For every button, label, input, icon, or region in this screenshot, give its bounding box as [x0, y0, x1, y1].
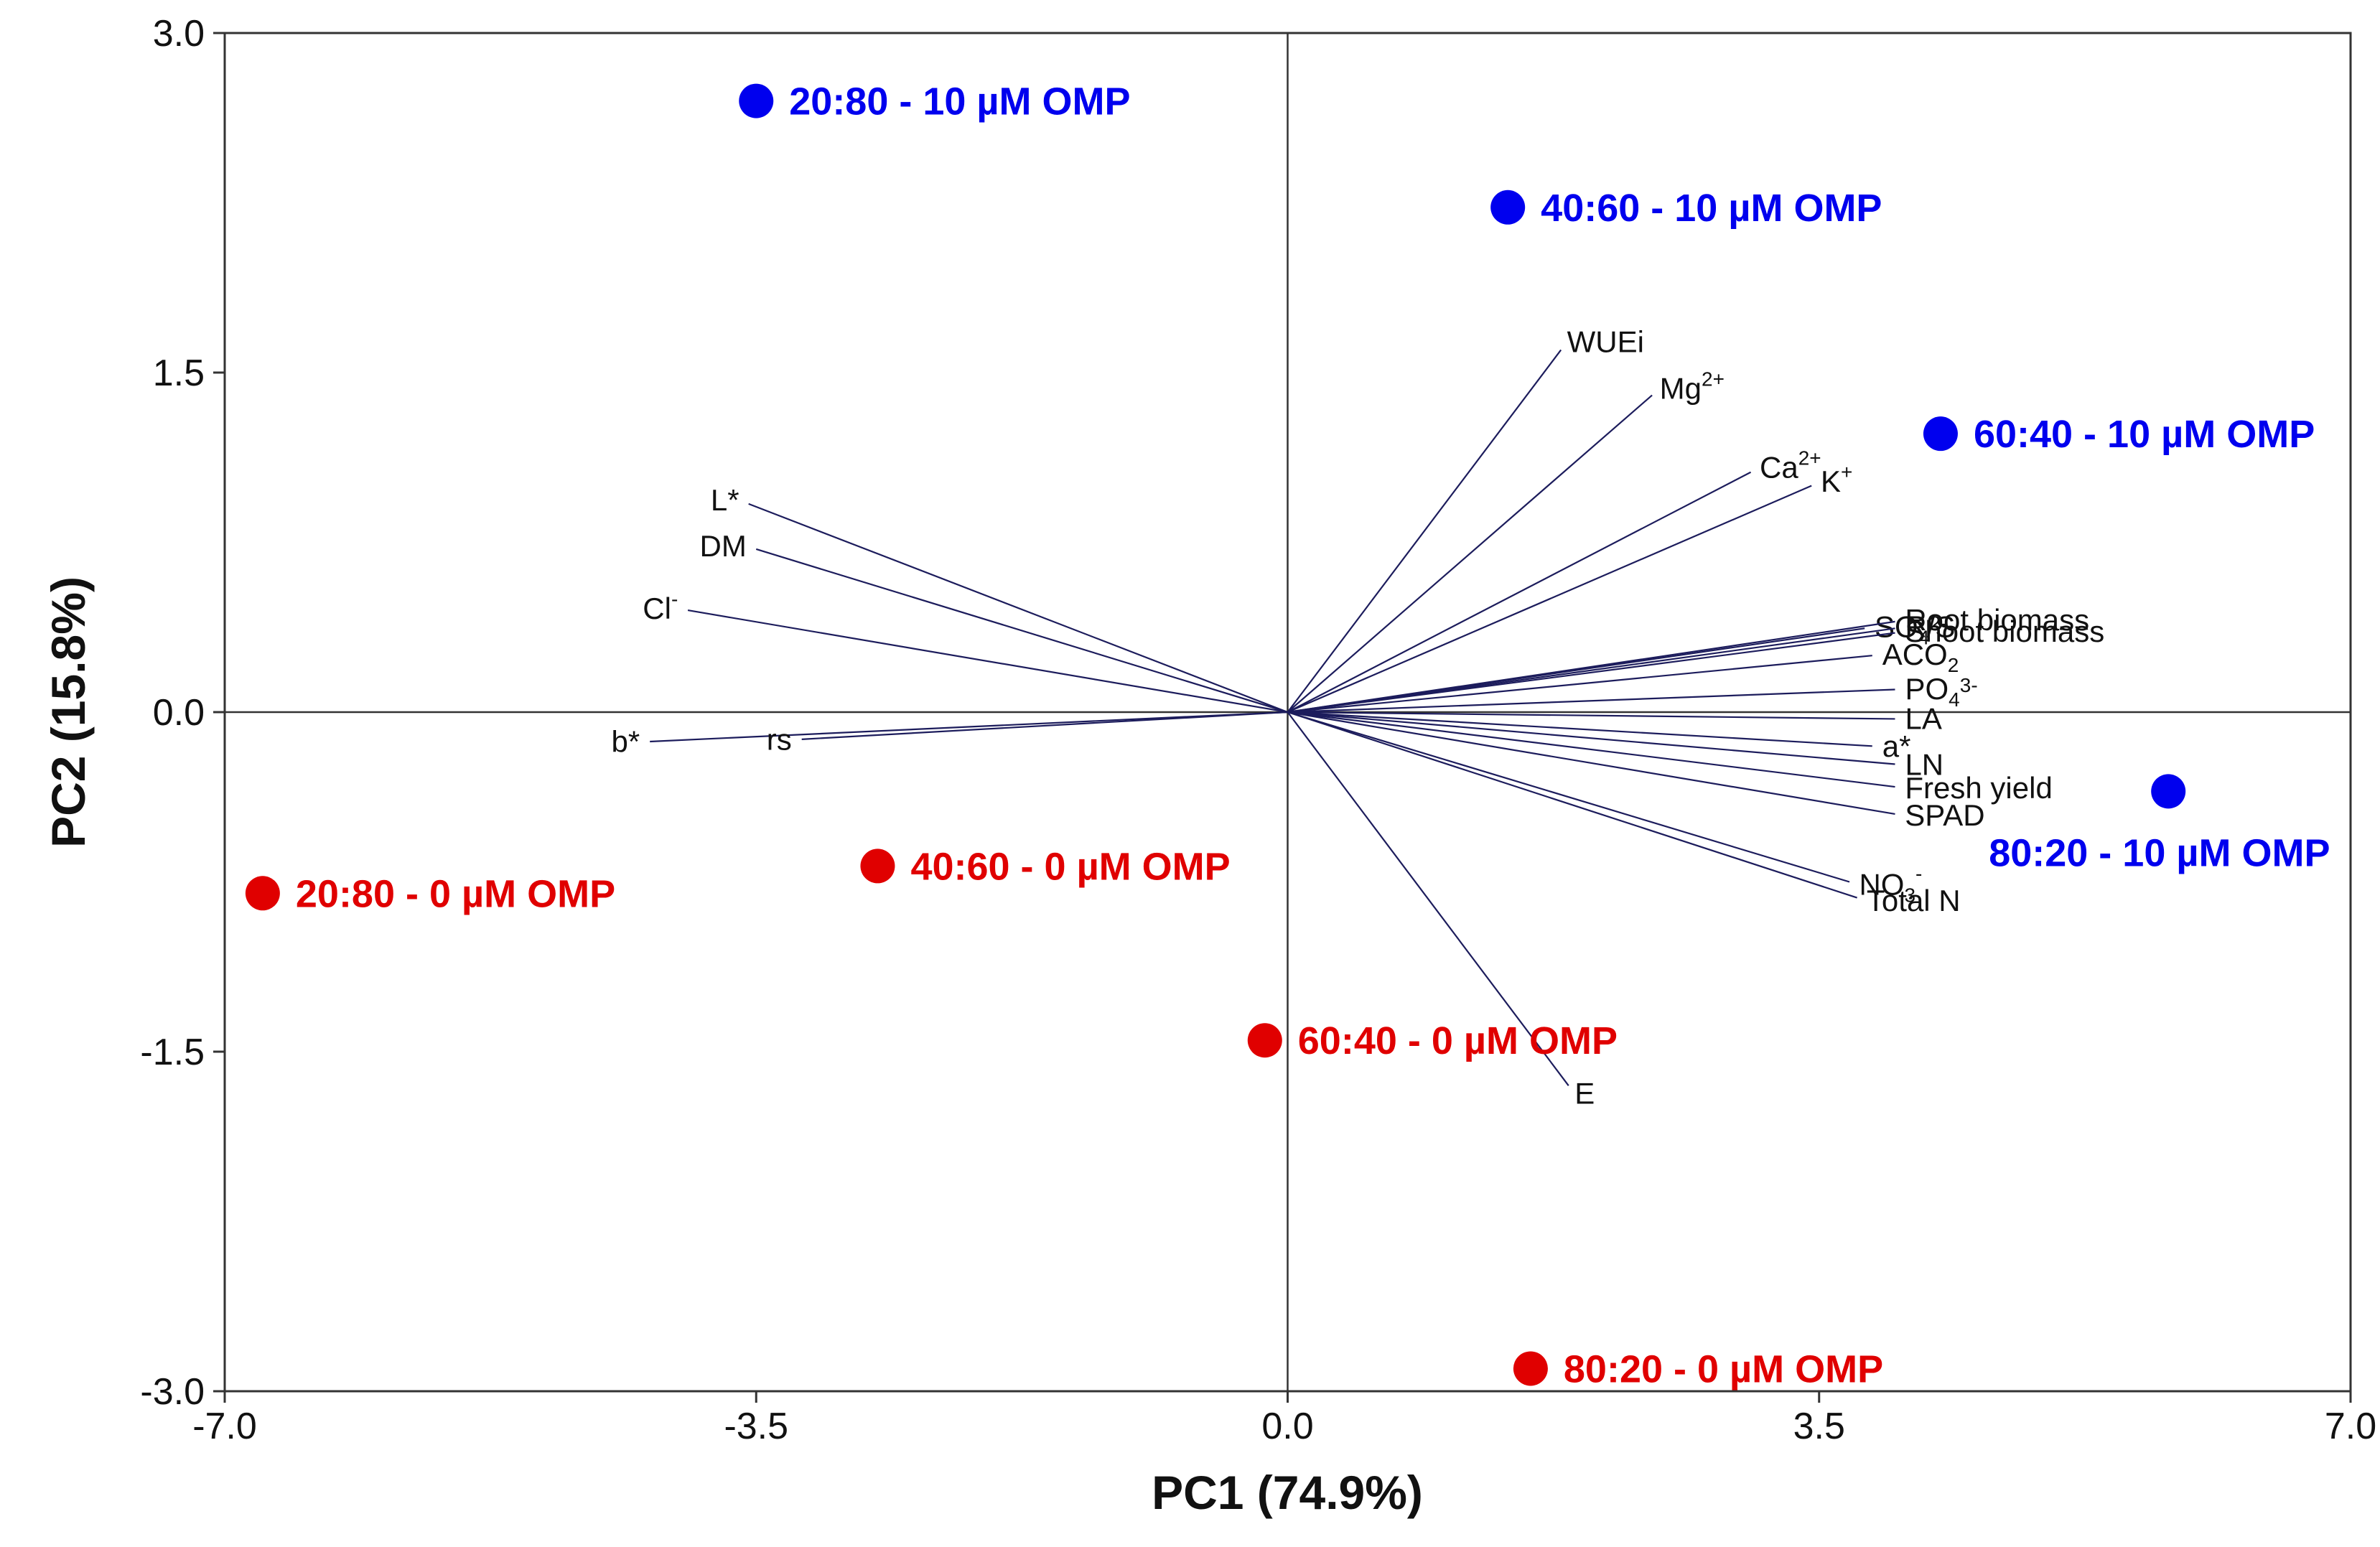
loading-label: a* [1882, 729, 1911, 763]
loading-vector [1287, 394, 1653, 713]
sample-point-label: 40:60 - 0 µM OMP [910, 845, 1230, 888]
loading-vector [755, 548, 1288, 714]
sample-point [1923, 416, 1958, 452]
sample-point [1247, 1023, 1282, 1058]
x-tick-label: -7.0 [192, 1406, 257, 1447]
loading-vector [1287, 349, 1562, 713]
loading-vector [1287, 688, 1895, 714]
sample-point-label: 80:20 - 10 µM OMP [1989, 831, 2330, 874]
loading-vector [1287, 711, 1895, 765]
loading-vector [1287, 711, 1569, 1086]
loading-label: Ca2+ [1760, 447, 1821, 484]
loading-label: SPAD [1905, 798, 1984, 832]
loading-label: ACO2 [1882, 637, 1959, 676]
loading-label: WUEi [1567, 324, 1644, 358]
loading-label: DM [700, 529, 747, 563]
x-tick-label: -3.5 [724, 1406, 788, 1447]
loading-label: Mg2+ [1660, 368, 1725, 405]
x-tick-label: 3.5 [1793, 1406, 1845, 1447]
loading-vector [1287, 632, 1895, 714]
loading-vector [1287, 711, 1857, 899]
loading-vector [1287, 485, 1812, 714]
loading-label: L* [711, 483, 739, 517]
loading-label: Total N [1867, 884, 1961, 917]
sample-points: 20:80 - 10 µM OMP 40:60 - 10 µM OMP 60:40 … [245, 80, 2330, 1391]
loading-label: E [1574, 1076, 1595, 1110]
loading-vector [1287, 620, 1895, 714]
x-axis-title: PC1 (74.9%) [1152, 1466, 1423, 1519]
loading-vector [650, 711, 1288, 743]
sample-point [1513, 1351, 1548, 1386]
y-tick-label: 0.0 [153, 692, 205, 734]
sample-point [245, 876, 280, 911]
loading-label: b* [612, 725, 640, 759]
loading-vector [1287, 711, 1895, 815]
axis-ticks: -7.0 -3.5 0.0 3.5 7.0 3.0 1.5 0.0 -1.5 -3.0 [140, 13, 2376, 1447]
loading-label: Shoot biomass [1905, 614, 2104, 648]
loading-vector [687, 609, 1288, 714]
y-tick-label: -1.5 [140, 1032, 205, 1073]
x-tick-label: 7.0 [2325, 1406, 2376, 1447]
sample-point-label: 80:20 - 0 µM OMP [1564, 1347, 1883, 1391]
loading-vector [1287, 711, 1850, 883]
sample-point [2151, 774, 2186, 809]
sample-point [1490, 190, 1526, 225]
sample-point-label: 20:80 - 0 µM OMP [296, 872, 615, 915]
loading-label: Root biomass [1905, 603, 2089, 637]
loading-label: K+ [1821, 461, 1852, 498]
loading-label: Fresh yield [1905, 771, 2052, 805]
sample-point-label: 60:40 - 10 µM OMP [1974, 413, 2315, 456]
y-tick-label: 1.5 [153, 352, 205, 394]
sample-point [739, 83, 774, 118]
loading-vector [1287, 711, 1895, 788]
loading-vector [1287, 655, 1872, 714]
loading-label: rs [767, 723, 792, 757]
loading-vector [1287, 471, 1752, 713]
sample-point-label: 20:80 - 10 µM OMP [789, 80, 1130, 123]
loading-vector [748, 503, 1288, 714]
loading-label: LN [1905, 748, 1943, 782]
sample-point [860, 849, 895, 884]
loading-vector [1287, 711, 1895, 720]
y-tick-label: -3.0 [140, 1371, 205, 1413]
x-tick-label: 0.0 [1261, 1406, 1313, 1447]
loading-label: LA [1905, 702, 1941, 736]
sample-point-label: 60:40 - 0 µM OMP [1298, 1019, 1618, 1062]
sample-point-label: 40:60 - 10 µM OMP [1541, 187, 1882, 230]
loading-vector [1287, 711, 1872, 747]
y-axis-title: PC2 (15.8%) [42, 576, 95, 848]
y-tick-label: 3.0 [153, 13, 205, 55]
loading-label: Cl- [643, 588, 678, 625]
loading-vector [801, 711, 1288, 740]
loading-label: R/S [1905, 609, 1955, 643]
